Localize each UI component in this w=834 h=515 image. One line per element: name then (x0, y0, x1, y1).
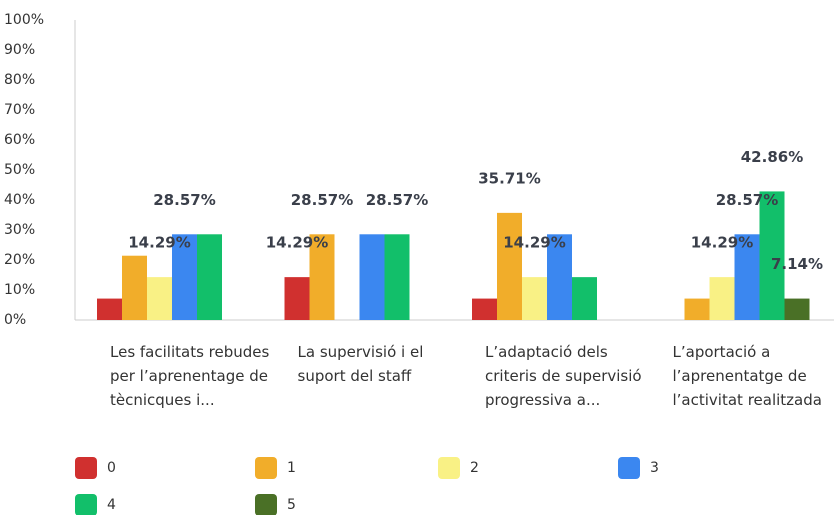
legend-label: 2 (470, 460, 479, 476)
bar (284, 277, 310, 320)
y-tick-label: 10% (4, 282, 35, 298)
bar (734, 234, 760, 320)
legend-swatch (75, 494, 97, 515)
bar (759, 191, 785, 320)
bar (472, 298, 497, 320)
legend-swatch (255, 457, 277, 479)
bar (97, 298, 122, 320)
bar (197, 234, 222, 320)
bar (572, 277, 597, 320)
data-label: 42.86% (741, 148, 803, 166)
legend-swatch (618, 457, 640, 479)
legend-swatch (75, 457, 97, 479)
y-tick-label: 0% (4, 312, 26, 328)
bar (547, 234, 572, 320)
data-label: 28.57% (366, 191, 428, 209)
legend-label: 4 (107, 497, 116, 513)
legend-label: 1 (287, 460, 296, 476)
bar (147, 277, 172, 320)
bar (309, 234, 335, 320)
legend-label: 0 (107, 460, 116, 476)
bar (384, 234, 410, 320)
bar (709, 277, 735, 320)
x-tick-label: L’aportació a l’aprenentatge de l’activi… (672, 343, 822, 409)
data-label: 14.29% (691, 234, 753, 252)
y-tick-label: 80% (4, 72, 35, 88)
y-tick-label: 40% (4, 192, 35, 208)
x-tick-label: Les facilitats rebudes per l’aprenentage… (110, 343, 270, 409)
bar (684, 298, 710, 320)
data-label: 14.29% (266, 234, 328, 252)
data-label: 28.57% (716, 191, 778, 209)
data-label: 28.57% (153, 191, 215, 209)
y-tick-label: 60% (4, 132, 35, 148)
bar (497, 212, 522, 320)
bar (359, 234, 385, 320)
data-label: 14.29% (128, 234, 190, 252)
data-label: 14.29% (503, 234, 565, 252)
bar (522, 277, 547, 320)
x-tick-label: La supervisió i el suport del staff (297, 343, 424, 385)
y-tick-label: 50% (4, 162, 35, 178)
y-tick-label: 70% (4, 102, 35, 118)
bar (122, 255, 147, 320)
legend-swatch (255, 494, 277, 515)
bar (784, 298, 810, 320)
data-label: 28.57% (291, 191, 353, 209)
y-tick-label: 90% (4, 42, 35, 58)
legend-label: 3 (650, 460, 659, 476)
bar (172, 234, 197, 320)
x-tick-label: L’adaptació dels criteris de supervisió … (485, 343, 642, 409)
y-tick-label: 100% (4, 12, 44, 28)
y-tick-label: 30% (4, 222, 35, 238)
data-label: 7.14% (771, 255, 823, 273)
data-label: 35.71% (478, 169, 540, 187)
legend-swatch (438, 457, 460, 479)
legend-label: 5 (287, 497, 296, 513)
y-tick-label: 20% (4, 252, 35, 268)
